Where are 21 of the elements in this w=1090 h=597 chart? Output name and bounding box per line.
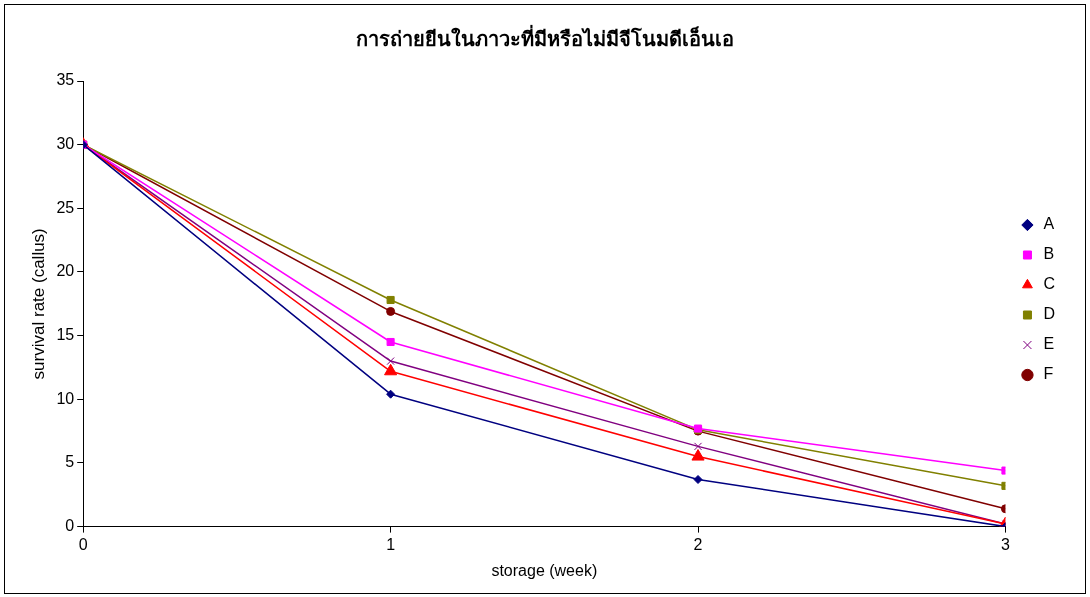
legend-label: A (1043, 215, 1055, 233)
y-axis-title: survival rate (callus) (28, 228, 48, 380)
legend-label: C (1043, 275, 1056, 293)
x-tick-label: 1 (386, 535, 396, 553)
y-tick-label: 10 (56, 389, 75, 407)
x-axis-title: storage (week) (491, 561, 598, 579)
legend-label: D (1043, 305, 1056, 323)
y-tick-label: 25 (56, 198, 75, 216)
y-tick-label: 0 (65, 517, 75, 535)
legend-label: E (1043, 335, 1055, 353)
chart-title: การถ่ายยีนในภาวะที่มีหรือไม่มีจีโนมดีเอ็นเอ (356, 24, 734, 52)
x-tick-label: 0 (78, 535, 88, 553)
x-tick-label: 3 (1000, 535, 1010, 553)
x-tick-label: 2 (693, 535, 703, 553)
legend-label: B (1043, 245, 1055, 263)
y-tick-label: 30 (56, 135, 75, 153)
y-tick-label: 20 (56, 262, 75, 280)
y-tick-label: 15 (56, 326, 75, 344)
y-tick-label: 35 (56, 71, 75, 89)
legend-label: F (1043, 365, 1054, 383)
y-tick-label: 5 (65, 453, 75, 471)
